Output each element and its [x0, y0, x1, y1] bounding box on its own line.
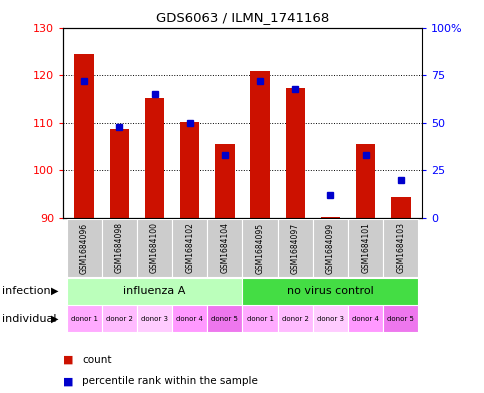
Text: ■: ■ [63, 354, 74, 365]
Bar [285, 88, 304, 218]
Text: GSM1684104: GSM1684104 [220, 222, 229, 274]
Bar [109, 129, 129, 218]
Bar [348, 219, 382, 277]
Text: donor 1: donor 1 [71, 316, 97, 322]
Text: count: count [82, 354, 112, 365]
Text: GSM1684096: GSM1684096 [79, 222, 89, 274]
Text: infection: infection [2, 286, 51, 296]
Text: GSM1684103: GSM1684103 [395, 222, 405, 274]
Text: GSM1684095: GSM1684095 [255, 222, 264, 274]
Text: donor 1: donor 1 [246, 316, 273, 322]
Text: ■: ■ [63, 376, 74, 386]
Bar [145, 97, 164, 218]
Bar [207, 305, 242, 332]
Bar [320, 217, 339, 218]
Bar [102, 305, 136, 332]
Text: donor 2: donor 2 [106, 316, 133, 322]
Bar [312, 305, 348, 332]
Bar [66, 219, 102, 277]
Bar [355, 144, 375, 218]
Bar [66, 305, 102, 332]
Text: GSM1684102: GSM1684102 [185, 222, 194, 274]
Text: donor 5: donor 5 [211, 316, 238, 322]
Text: no virus control: no virus control [287, 286, 373, 296]
Text: donor 3: donor 3 [317, 316, 343, 322]
Bar [242, 219, 277, 277]
Text: donor 3: donor 3 [141, 316, 167, 322]
Bar [312, 219, 348, 277]
Text: donor 4: donor 4 [351, 316, 378, 322]
Bar [207, 219, 242, 277]
Text: ▶: ▶ [51, 314, 58, 324]
Text: donor 2: donor 2 [281, 316, 308, 322]
Text: GSM1684100: GSM1684100 [150, 222, 159, 274]
Bar [242, 305, 277, 332]
Bar [136, 305, 172, 332]
Title: GDS6063 / ILMN_1741168: GDS6063 / ILMN_1741168 [155, 11, 329, 24]
Text: GSM1684099: GSM1684099 [325, 222, 334, 274]
Bar [75, 54, 93, 218]
Bar [277, 305, 312, 332]
Bar [180, 122, 199, 218]
Text: ▶: ▶ [51, 286, 58, 296]
Bar [242, 278, 418, 305]
Bar [348, 305, 382, 332]
Text: individual: individual [2, 314, 57, 324]
Bar [172, 305, 207, 332]
Text: donor 4: donor 4 [176, 316, 203, 322]
Text: donor 5: donor 5 [387, 316, 413, 322]
Bar [172, 219, 207, 277]
Bar [136, 219, 172, 277]
Bar [382, 219, 418, 277]
Bar [215, 144, 234, 218]
Bar [250, 72, 269, 218]
Text: influenza A: influenza A [123, 286, 185, 296]
Text: percentile rank within the sample: percentile rank within the sample [82, 376, 258, 386]
Bar [102, 219, 136, 277]
Text: GSM1684097: GSM1684097 [290, 222, 299, 274]
Bar [277, 219, 312, 277]
Bar [391, 196, 409, 218]
Bar [382, 305, 418, 332]
Text: GSM1684098: GSM1684098 [115, 222, 123, 274]
Text: GSM1684101: GSM1684101 [361, 222, 369, 274]
Bar [66, 278, 242, 305]
